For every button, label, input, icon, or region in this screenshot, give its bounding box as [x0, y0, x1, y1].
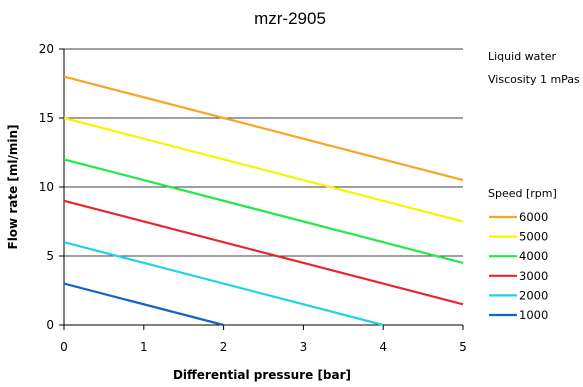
x-tick-label-5: 5 — [459, 340, 467, 354]
y-tick-label-20: 20 — [39, 42, 54, 56]
annotation-line-2: Viscosity 1 mPas — [488, 73, 580, 86]
legend-label-6000: 6000 — [519, 210, 548, 224]
y-tick-label-10: 10 — [39, 180, 54, 194]
x-tick-label-2: 2 — [220, 340, 228, 354]
legend-title: Speed [rpm] — [488, 187, 557, 200]
tick-labels: 0 5 10 15 20 0 1 2 3 4 5 — [39, 42, 467, 354]
series-line-2000 — [63, 241, 384, 327]
chart-title: mzr-2905 — [254, 9, 326, 28]
legend-label-2000: 2000 — [519, 288, 548, 302]
annotation: Liquid water Viscosity 1 mPas — [488, 50, 580, 86]
series-line-5000 — [63, 116, 464, 223]
axes — [59, 48, 464, 330]
x-tick-label-1: 1 — [140, 340, 148, 354]
y-tick-label-15: 15 — [39, 111, 54, 125]
annotation-line-1: Liquid water — [488, 50, 556, 63]
series-line-3000 — [63, 199, 464, 306]
series-lines — [63, 75, 464, 327]
x-tick-label-3: 3 — [300, 340, 308, 354]
y-tick-label-5: 5 — [46, 249, 54, 263]
series-line-6000 — [63, 75, 464, 182]
legend: Speed [rpm] 6000 5000 4000 3000 2000 1000 — [488, 187, 557, 322]
legend-label-3000: 3000 — [519, 269, 548, 283]
grid-lines — [64, 48, 463, 257]
series-line-4000 — [63, 158, 464, 264]
x-tick-label-4: 4 — [379, 340, 387, 354]
legend-label-5000: 5000 — [519, 230, 548, 244]
x-tick-label-0: 0 — [60, 340, 68, 354]
y-axis-label: Flow rate [ml/min] — [6, 124, 20, 249]
legend-label-4000: 4000 — [519, 249, 548, 263]
x-axis-label: Differential pressure [bar] — [173, 368, 351, 382]
series-line-1000 — [63, 282, 224, 327]
y-tick-label-0: 0 — [46, 318, 54, 332]
legend-label-1000: 1000 — [519, 308, 548, 322]
